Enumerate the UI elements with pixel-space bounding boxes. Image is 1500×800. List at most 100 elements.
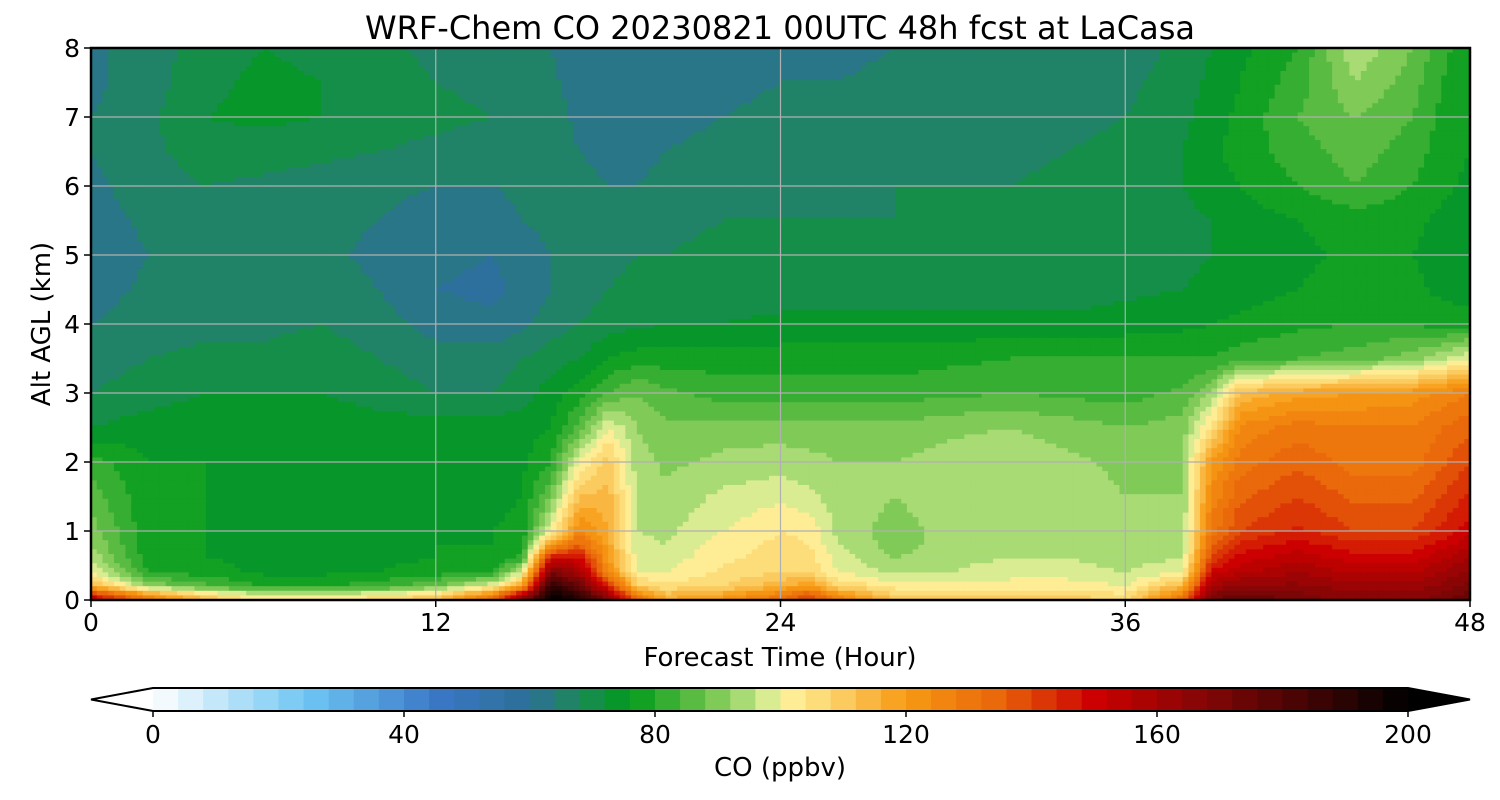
- contour-cell: [1441, 108, 1447, 113]
- contour-cell: [849, 131, 855, 136]
- contour-cell: [1349, 135, 1355, 140]
- contour-cell: [166, 99, 172, 104]
- contour-cell: [355, 89, 361, 94]
- contour-cell: [740, 122, 746, 127]
- contour-cell: [378, 57, 384, 62]
- contour-cell: [1453, 94, 1459, 99]
- contour-cell: [798, 57, 804, 62]
- contour-cell: [1234, 117, 1240, 122]
- contour-cell: [200, 122, 206, 127]
- contour-cell: [177, 80, 183, 85]
- contour-cell: [608, 80, 614, 85]
- contour-cell: [597, 140, 603, 145]
- contour-cell: [1085, 108, 1091, 113]
- contour-cell: [1372, 62, 1378, 67]
- contour-cell: [712, 94, 718, 99]
- contour-cell: [447, 103, 453, 108]
- contour-cell: [666, 99, 672, 104]
- contour-cell: [464, 122, 470, 127]
- contour-cell: [936, 135, 942, 140]
- contour-cell: [1338, 108, 1344, 113]
- contour-cell: [470, 140, 476, 145]
- contour-cell: [373, 117, 379, 122]
- contour-cell: [1016, 57, 1022, 62]
- contour-cell: [625, 53, 631, 58]
- contour-cell: [815, 122, 821, 127]
- contour-cell: [953, 131, 959, 136]
- contour-cell: [803, 71, 809, 76]
- contour-cell: [1378, 126, 1384, 131]
- contour-cell: [1194, 76, 1200, 81]
- contour-cell: [367, 85, 373, 90]
- contour-cell: [1056, 80, 1062, 85]
- contour-cell: [832, 66, 838, 71]
- contour-cell: [229, 108, 235, 113]
- contour-cell: [338, 94, 344, 99]
- contour-cell: [171, 108, 177, 113]
- contour-cell: [470, 53, 476, 58]
- contour-cell: [792, 76, 798, 81]
- contour-cell: [579, 135, 585, 140]
- contour-cell: [269, 122, 275, 127]
- contour-cell: [964, 76, 970, 81]
- contour-cell: [936, 117, 942, 122]
- contour-cell: [1188, 135, 1194, 140]
- contour-cell: [1430, 57, 1436, 62]
- contour-cell: [533, 57, 539, 62]
- contour-cell: [252, 71, 258, 76]
- contour-cell: [143, 80, 149, 85]
- contour-cell: [258, 57, 264, 62]
- contour-cell: [884, 135, 890, 140]
- contour-cell: [194, 76, 200, 81]
- contour-cell: [1194, 80, 1200, 85]
- contour-cell: [1453, 131, 1459, 136]
- contour-cell: [1206, 53, 1212, 58]
- contour-cell: [1005, 57, 1011, 62]
- contour-cell: [148, 71, 154, 76]
- contour-cell: [1257, 117, 1263, 122]
- contour-cell: [953, 85, 959, 90]
- contour-cell: [258, 108, 264, 113]
- contour-cell: [1033, 80, 1039, 85]
- contour-cell: [970, 76, 976, 81]
- contour-cell: [309, 117, 315, 122]
- contour-cell: [631, 71, 637, 76]
- contour-cell: [1459, 94, 1465, 99]
- contour-cell: [539, 126, 545, 131]
- contour-cell: [1183, 103, 1189, 108]
- contour-cell: [361, 122, 367, 127]
- contour-cell: [1298, 76, 1304, 81]
- contour-cell: [999, 62, 1005, 67]
- contour-cell: [361, 62, 367, 67]
- contour-cell: [614, 140, 620, 145]
- contour-cell: [930, 76, 936, 81]
- contour-cell: [815, 99, 821, 104]
- contour-cell: [1010, 71, 1016, 76]
- contour-cell: [1355, 71, 1361, 76]
- contour-cell: [671, 94, 677, 99]
- contour-cell: [608, 66, 614, 71]
- contour-cell: [740, 53, 746, 58]
- contour-cell: [654, 140, 660, 145]
- contour-cell: [918, 80, 924, 85]
- contour-cell: [97, 131, 103, 136]
- contour-cell: [1344, 80, 1350, 85]
- contour-cell: [1361, 131, 1367, 136]
- contour-cell: [522, 131, 528, 136]
- contour-cell: [838, 131, 844, 136]
- contour-cell: [821, 108, 827, 113]
- contour-cell: [1338, 80, 1344, 85]
- contour-cell: [792, 126, 798, 131]
- contour-cell: [131, 117, 137, 122]
- contour-cell: [436, 94, 442, 99]
- contour-cell: [683, 131, 689, 136]
- contour-cell: [1188, 89, 1194, 94]
- contour-cell: [1177, 126, 1183, 131]
- contour-cell: [913, 117, 919, 122]
- contour-cell: [1010, 135, 1016, 140]
- contour-cell: [579, 76, 585, 81]
- contour-cell: [246, 71, 252, 76]
- contour-cell: [1131, 140, 1137, 145]
- contour-cell: [643, 53, 649, 58]
- contour-cell: [803, 66, 809, 71]
